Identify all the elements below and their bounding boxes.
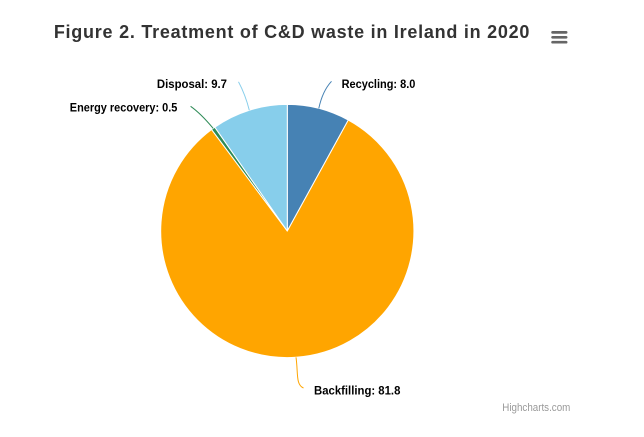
svg-text:Energy recovery: 0.5: Energy recovery: 0.5 xyxy=(70,101,178,115)
svg-text:Backfilling: 81.8: Backfilling: 81.8 xyxy=(314,384,401,398)
svg-text:Highcharts.com: Highcharts.com xyxy=(502,402,570,414)
svg-text:Disposal: 9.7: Disposal: 9.7 xyxy=(157,77,227,91)
svg-text:Figure 2. Treatment of C&D was: Figure 2. Treatment of C&D waste in Irel… xyxy=(54,22,530,42)
svg-text:Recycling: 8.0: Recycling: 8.0 xyxy=(342,77,416,91)
